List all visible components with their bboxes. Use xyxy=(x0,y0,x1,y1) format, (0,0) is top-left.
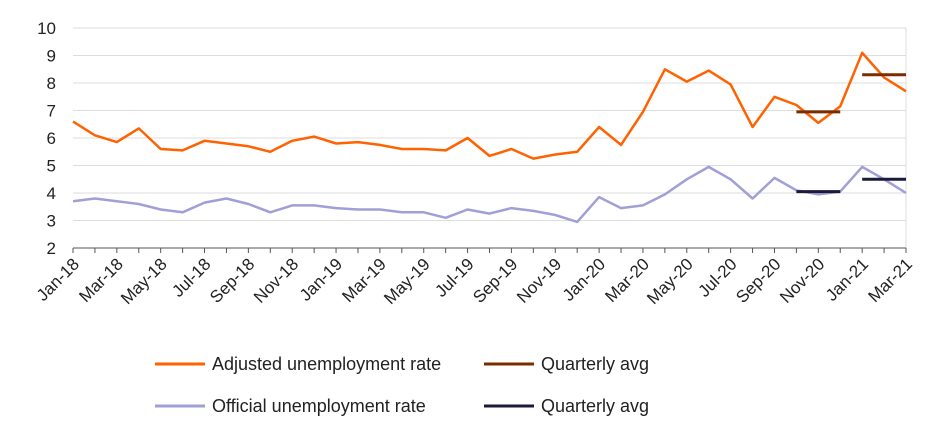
x-tick-label: Mar-18 xyxy=(75,255,127,307)
legend-label-adjusted: Adjusted unemployment rate xyxy=(212,354,441,374)
x-tick-label: Mar-21 xyxy=(865,255,917,307)
x-tick-label: Nov-20 xyxy=(776,255,828,307)
x-axis-ticks: Jan-18Mar-18May-18Jul-18Sep-18Nov-18Jan-… xyxy=(33,255,916,309)
x-tick-label: May-18 xyxy=(117,255,171,309)
x-tick-label: Nov-19 xyxy=(513,255,565,307)
x-tick-label: Sep-19 xyxy=(469,255,521,307)
y-tick-label: 4 xyxy=(47,184,56,203)
quarterly-avg-lines xyxy=(796,73,906,194)
series-lines xyxy=(72,51,907,224)
adjusted-rate-line xyxy=(72,51,907,160)
x-tick-label: Nov-18 xyxy=(250,255,302,307)
official-rate-line xyxy=(72,165,907,224)
y-tick-label: 5 xyxy=(47,157,56,176)
y-tick-label: 7 xyxy=(47,102,56,121)
x-tick-label: May-19 xyxy=(380,255,434,309)
y-tick-label: 2 xyxy=(47,239,56,258)
x-axis xyxy=(72,247,907,253)
legend-label-official: Official unemployment rate xyxy=(212,396,426,416)
x-tick-label: Mar-19 xyxy=(338,255,390,307)
legend-label-quarterly-official: Quarterly avg xyxy=(541,396,649,416)
y-tick-label: 9 xyxy=(47,47,56,66)
legend: Adjusted unemployment rate Quarterly avg… xyxy=(155,354,649,416)
x-tick-label: Sep-20 xyxy=(732,255,784,307)
x-tick-label: May-20 xyxy=(643,255,697,309)
x-tick-label: Jan-21 xyxy=(822,255,872,305)
y-tick-label: 6 xyxy=(47,129,56,148)
y-tick-label: 3 xyxy=(47,212,56,231)
x-tick-label: Jan-20 xyxy=(559,255,609,305)
gridlines xyxy=(73,27,907,248)
legend-label-quarterly-adjusted: Quarterly avg xyxy=(541,354,649,374)
x-tick-label: Jan-18 xyxy=(33,255,83,305)
y-tick-label: 8 xyxy=(47,74,56,93)
x-tick-label: Jan-19 xyxy=(296,255,346,305)
x-tick-label: Sep-18 xyxy=(206,255,258,307)
x-tick-label: Mar-20 xyxy=(601,255,653,307)
y-tick-label: 10 xyxy=(37,19,56,38)
y-axis-ticks: 10 9 8 7 6 5 4 3 2 xyxy=(37,19,56,258)
